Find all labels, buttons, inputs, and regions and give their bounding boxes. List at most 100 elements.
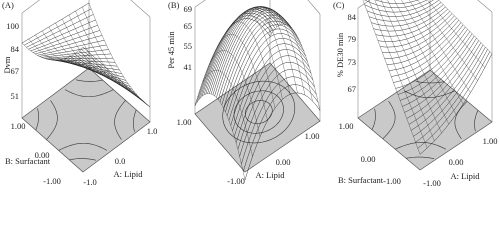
surface-mesh: [368, 0, 428, 149]
surface-mesh: [35, 34, 97, 65]
surface-mesh: [68, 14, 130, 90]
b-tick-label: 0.00: [35, 150, 50, 160]
contour-line: [415, 80, 445, 84]
surface-mesh: [75, 10, 137, 96]
a-tick-label: 0.0: [115, 156, 126, 166]
surface-mesh: [202, 70, 253, 157]
surface-mesh: [217, 34, 268, 121]
figure: (A) Dvm 100 84 67 51 B: Surfactant 1.00 0.00 -1.0…: [2, 0, 497, 186]
contour-line: [58, 142, 108, 151]
contour-line: [133, 109, 137, 132]
surface-mesh: [88, 2, 151, 108]
surface-mesh: [380, 0, 442, 133]
contour-line: [114, 100, 126, 140]
surface-mesh: [362, 0, 421, 155]
contour-line: [64, 89, 114, 98]
z-axis-label: Per 45 min: [166, 31, 176, 69]
surface-mesh: [375, 0, 419, 4]
z-tick-label: 69: [184, 4, 193, 14]
b-axis-label: B: Surfactant: [5, 156, 51, 166]
b-tick-label: -1.00: [383, 176, 401, 186]
surface-mesh: [48, 26, 110, 73]
surface-mesh: [374, 0, 435, 141]
contour-line: [69, 158, 97, 161]
z-tick-label: 67: [11, 66, 20, 76]
contour-line: [454, 100, 468, 140]
contour-line: [233, 90, 284, 134]
surface-mesh: [417, 0, 478, 81]
a-axis-label: A: Lipid: [113, 169, 143, 179]
z-tick-label: 55: [184, 41, 193, 51]
contour-line: [75, 79, 103, 82]
b-tick-label: 0.00: [361, 154, 376, 164]
contour-line: [222, 80, 296, 144]
surface-mesh: [438, 0, 493, 54]
contour-line: [46, 100, 58, 140]
surface-mesh: [41, 30, 104, 68]
surface-mesh: [82, 6, 144, 102]
z-tick-label: 51: [11, 91, 20, 101]
b-tick-label: 1.00: [11, 121, 26, 131]
a-tick-label: 1.00: [305, 131, 320, 141]
contour-line: [405, 156, 435, 160]
z-tick-label: 41: [184, 62, 193, 72]
b-axis-label: B: Surfactant: [338, 175, 384, 185]
panel-label: (A): [2, 0, 14, 10]
b-tick-label: -1.00: [227, 176, 245, 186]
a-tick-label: 1.00: [483, 136, 498, 146]
a-tick-label: 1.0: [147, 126, 158, 136]
contour-line: [35, 108, 39, 131]
contour-floor: [357, 69, 493, 171]
contour-line: [395, 142, 447, 150]
box-edge: [21, 0, 151, 18]
z-tick-label: 73: [348, 57, 357, 67]
z-tick-label: 84: [348, 12, 357, 22]
surface-mesh: [239, 7, 291, 95]
box-edge: [357, 0, 493, 13]
z-tick-label: 100: [6, 21, 19, 31]
z-axis-label: % DE30 min: [335, 32, 345, 77]
z-tick-label: 84: [11, 44, 20, 54]
surface-mesh: [247, 6, 298, 93]
surface-mesh: [377, 11, 451, 42]
z-tick-label: 65: [184, 21, 193, 31]
panel-label: (B): [168, 0, 180, 10]
a-tick-label: -1.00: [423, 178, 441, 186]
a-tick-label: 0.00: [449, 157, 464, 167]
contour-line: [382, 100, 396, 140]
z-tick-label: 79: [348, 34, 357, 44]
contour-floor: [21, 67, 151, 173]
surface-mesh: [209, 50, 261, 137]
surface-mesh: [55, 22, 117, 78]
surface-mesh: [364, 0, 428, 9]
a-tick-label: 0.00: [276, 157, 291, 167]
panel: (A) Dvm 100 84 67 51 B: Surfactant 1.00 0.00 -1.0…: [2, 0, 157, 186]
surface-mesh: [254, 8, 306, 96]
z-axis-label: Dvm: [2, 56, 12, 73]
contour-line: [474, 110, 479, 132]
contour-line: [403, 90, 455, 98]
surface-mesh: [194, 93, 246, 181]
surface-mesh: [427, 0, 485, 68]
surface-mesh: [262, 14, 313, 102]
surface-mesh: [232, 12, 283, 100]
b-tick-label: -1.00: [43, 176, 61, 186]
panel-label: (C): [333, 0, 345, 10]
a-tick-label: -1.0: [83, 177, 96, 186]
surface-mesh: [387, 0, 449, 125]
a-axis-label: A: Lipid: [450, 171, 480, 181]
surface-mesh: [21, 42, 84, 61]
z-tick-label: 67: [348, 84, 357, 94]
surface-mesh: [28, 38, 90, 62]
surface-mesh: [380, 13, 453, 48]
contour-line: [371, 108, 376, 130]
surface-mesh: [394, 0, 457, 115]
surface-mesh: [269, 24, 321, 111]
panel: (B) Per 45 min 69 65 55 41 1.00 -1.00 A: Lipid 0.…: [166, 0, 321, 186]
a-axis-label: A: Lipid: [255, 170, 285, 180]
surface-mesh: [409, 0, 471, 93]
surface-mesh: [401, 0, 464, 105]
b-tick-label: 1.00: [177, 117, 192, 127]
b-tick-label: 1.00: [339, 121, 354, 131]
